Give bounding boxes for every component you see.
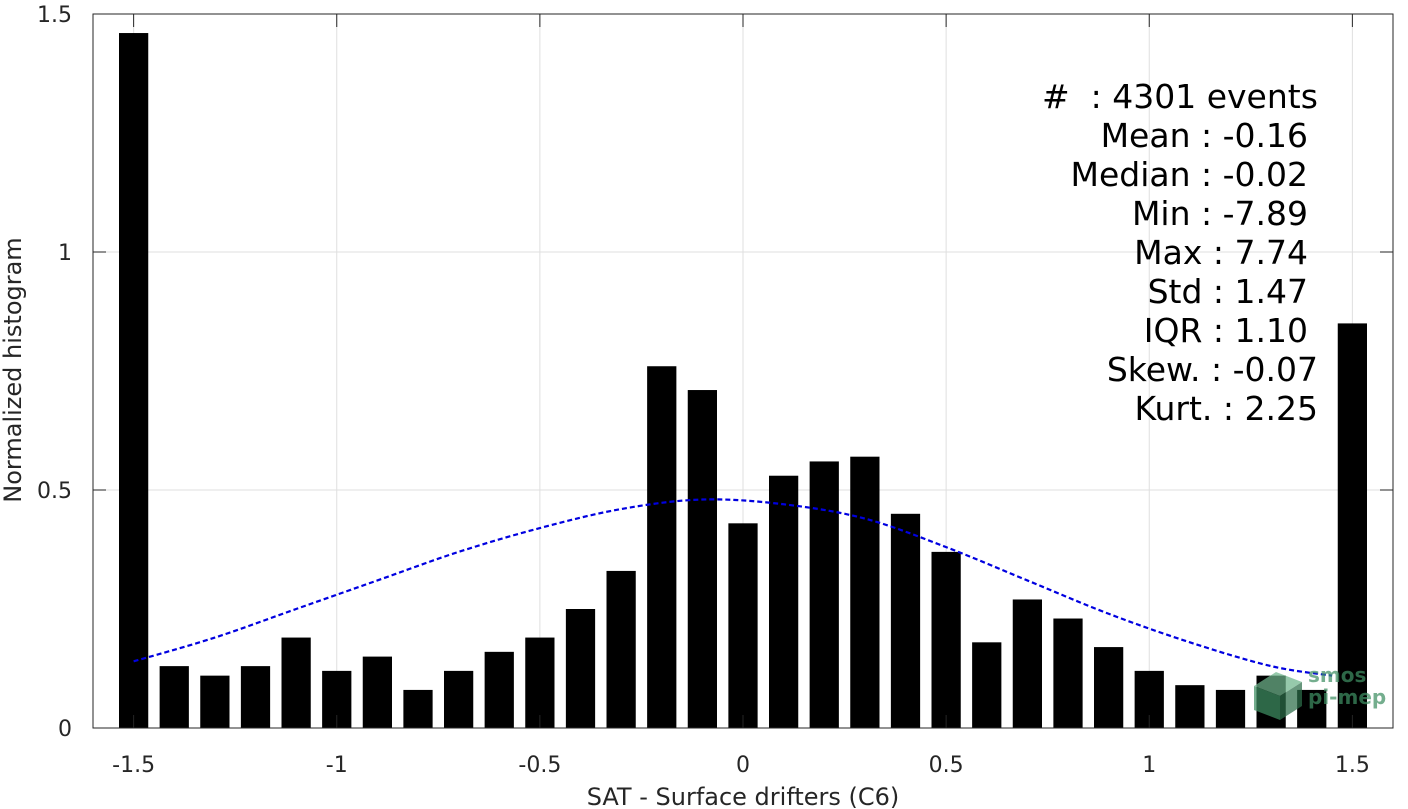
stat-max: Max : 7.74 bbox=[1000, 233, 1320, 272]
stat-label: Max bbox=[1134, 233, 1203, 272]
histogram-bar bbox=[1053, 618, 1083, 728]
y-tick-label: 1 bbox=[58, 241, 72, 266]
stat-value: : 2.25 bbox=[1222, 389, 1318, 428]
stat-value: : -7.89 bbox=[1201, 194, 1308, 233]
stat-label: Min bbox=[1131, 194, 1191, 233]
x-axis-label: SAT - Surface drifters (C6) bbox=[587, 783, 900, 809]
stat-label: Median bbox=[1070, 155, 1191, 194]
histogram-bar bbox=[606, 570, 636, 728]
fit-curve bbox=[133, 498, 1333, 677]
histogram-bar bbox=[890, 513, 921, 728]
histogram-bar bbox=[525, 637, 555, 728]
stat-value: : -0.02 bbox=[1201, 155, 1308, 194]
stat-value: : 1.47 bbox=[1212, 272, 1308, 311]
histogram-bar bbox=[728, 523, 758, 728]
x-tick-label: 0 bbox=[736, 753, 750, 778]
x-tick-label: -1 bbox=[326, 753, 348, 778]
histogram-bar bbox=[931, 551, 961, 728]
y-tick-labels: 0 0.5 1 1.5 bbox=[37, 3, 72, 742]
y-tick-label: 1.5 bbox=[37, 3, 72, 28]
stat-value: : -0.07 bbox=[1211, 350, 1318, 389]
histogram-bar bbox=[687, 390, 717, 728]
stat-value: : -0.16 bbox=[1201, 116, 1308, 155]
histogram-bar bbox=[159, 666, 189, 728]
cube-icon bbox=[1254, 672, 1302, 720]
histogram-bar bbox=[403, 689, 433, 728]
histogram-bar bbox=[565, 609, 596, 728]
histogram-bar bbox=[1012, 599, 1042, 728]
histogram-bar bbox=[484, 651, 514, 728]
logo-text: smos pi-mep bbox=[1308, 664, 1386, 708]
histogram-bars bbox=[119, 33, 1367, 729]
stat-value: : 7.74 bbox=[1212, 233, 1308, 272]
stat-label: Std bbox=[1147, 272, 1203, 311]
x-tick-label: 1.5 bbox=[1335, 753, 1370, 778]
histogram-bar bbox=[769, 475, 799, 728]
stat-mean: Mean : -0.16 bbox=[1000, 116, 1320, 155]
stat-value: : 4301 events bbox=[1090, 77, 1318, 116]
histogram-bar bbox=[362, 656, 392, 728]
histogram-bar bbox=[972, 642, 1002, 728]
stat-skew: Skew. : -0.07 bbox=[1000, 350, 1320, 389]
stat-label: Kurt. bbox=[1134, 389, 1213, 428]
stats-box: # : 4301 events Mean : -0.16 Median : -0… bbox=[1000, 77, 1320, 428]
stat-iqr: IQR : 1.10 bbox=[1000, 311, 1320, 350]
histogram-bar bbox=[119, 33, 149, 729]
logo-line2: pi-mep bbox=[1308, 685, 1387, 709]
histogram-bar bbox=[200, 675, 230, 728]
stat-std: Std : 1.47 bbox=[1000, 272, 1320, 311]
histogram-bar bbox=[444, 670, 474, 728]
histogram-bar bbox=[1215, 689, 1246, 728]
y-tick-label: 0 bbox=[58, 717, 72, 742]
x-tick-label: 1 bbox=[1142, 753, 1156, 778]
histogram-bar bbox=[1175, 685, 1205, 728]
stat-label: Mean bbox=[1100, 116, 1191, 155]
logo-line1: smos bbox=[1308, 663, 1367, 687]
histogram-bar bbox=[850, 456, 880, 728]
histogram-bar bbox=[1094, 647, 1124, 728]
x-tick-label: 0.5 bbox=[929, 753, 964, 778]
stat-median: Median : -0.02 bbox=[1000, 155, 1320, 194]
histogram-bar bbox=[647, 366, 677, 728]
stat-label: # bbox=[1042, 77, 1070, 116]
y-tick-label: 0.5 bbox=[37, 479, 72, 504]
stat-min: Min : -7.89 bbox=[1000, 194, 1320, 233]
y-axis-label: Normalized histogram bbox=[0, 237, 27, 502]
histogram-bar bbox=[809, 461, 839, 728]
x-tick-label: -1.5 bbox=[112, 753, 155, 778]
x-tick-label: -0.5 bbox=[518, 753, 561, 778]
stat-label: IQR bbox=[1143, 311, 1203, 350]
stat-value: : 1.10 bbox=[1212, 311, 1308, 350]
x-tick-labels: -1.5 -1 -0.5 0 0.5 1 1.5 bbox=[112, 753, 1370, 778]
histogram-bar bbox=[1337, 323, 1367, 728]
histogram-bar bbox=[281, 637, 311, 728]
histogram-bar bbox=[240, 666, 271, 728]
stat-label: Skew. bbox=[1106, 350, 1201, 389]
stat-count: # : 4301 events bbox=[1000, 77, 1320, 116]
stat-kurt: Kurt. : 2.25 bbox=[1000, 389, 1320, 428]
axis-ticks bbox=[93, 13, 1393, 729]
smos-pi-mep-logo: smos pi-mep bbox=[1250, 664, 1395, 722]
